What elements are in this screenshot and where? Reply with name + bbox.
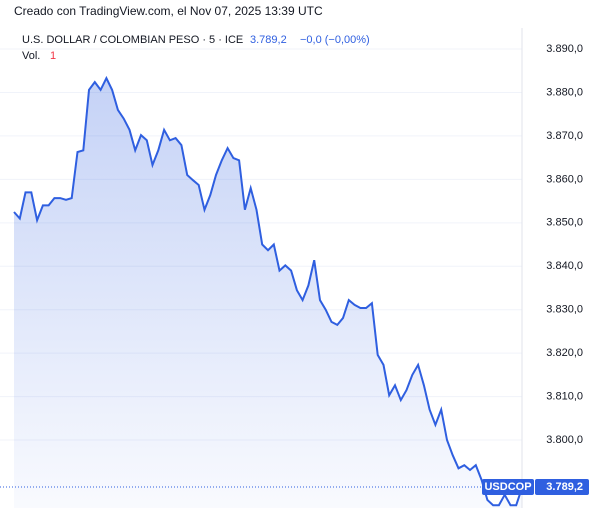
volume-label: Vol.	[22, 50, 40, 62]
y-tick-label: 3.860,0	[546, 173, 583, 185]
price-tag-text: 3.789,2	[546, 481, 583, 493]
y-tick-label: 3.820,0	[546, 347, 583, 359]
area-fill	[14, 78, 522, 508]
watermark: Creado con TradingView.com, el Nov 07, 2…	[14, 4, 323, 18]
price-line	[13, 75, 523, 507]
volume-value: 1	[50, 50, 56, 62]
change-text: −0,0 (−0,00%)	[300, 34, 370, 46]
y-tick-label: 3.800,0	[546, 434, 583, 446]
chart-title: U.S. DOLLAR / COLOMBIAN PESO · 5 · ICE	[22, 34, 243, 46]
y-tick-label: 3.850,0	[546, 217, 583, 229]
y-tick-label: 3.870,0	[546, 130, 583, 142]
y-tick-label: 3.880,0	[546, 86, 583, 98]
y-tick-label: 3.810,0	[546, 390, 583, 402]
price-tag	[535, 478, 589, 495]
y-tick-label: 3.830,0	[546, 304, 583, 316]
y-tick-label: 3.890,0	[546, 43, 583, 55]
price-text: 3.789,2	[250, 34, 287, 46]
symbol-tag	[482, 478, 534, 495]
symbol-text: USDCOP	[484, 481, 531, 493]
y-tick-label: 3.840,0	[546, 260, 583, 272]
